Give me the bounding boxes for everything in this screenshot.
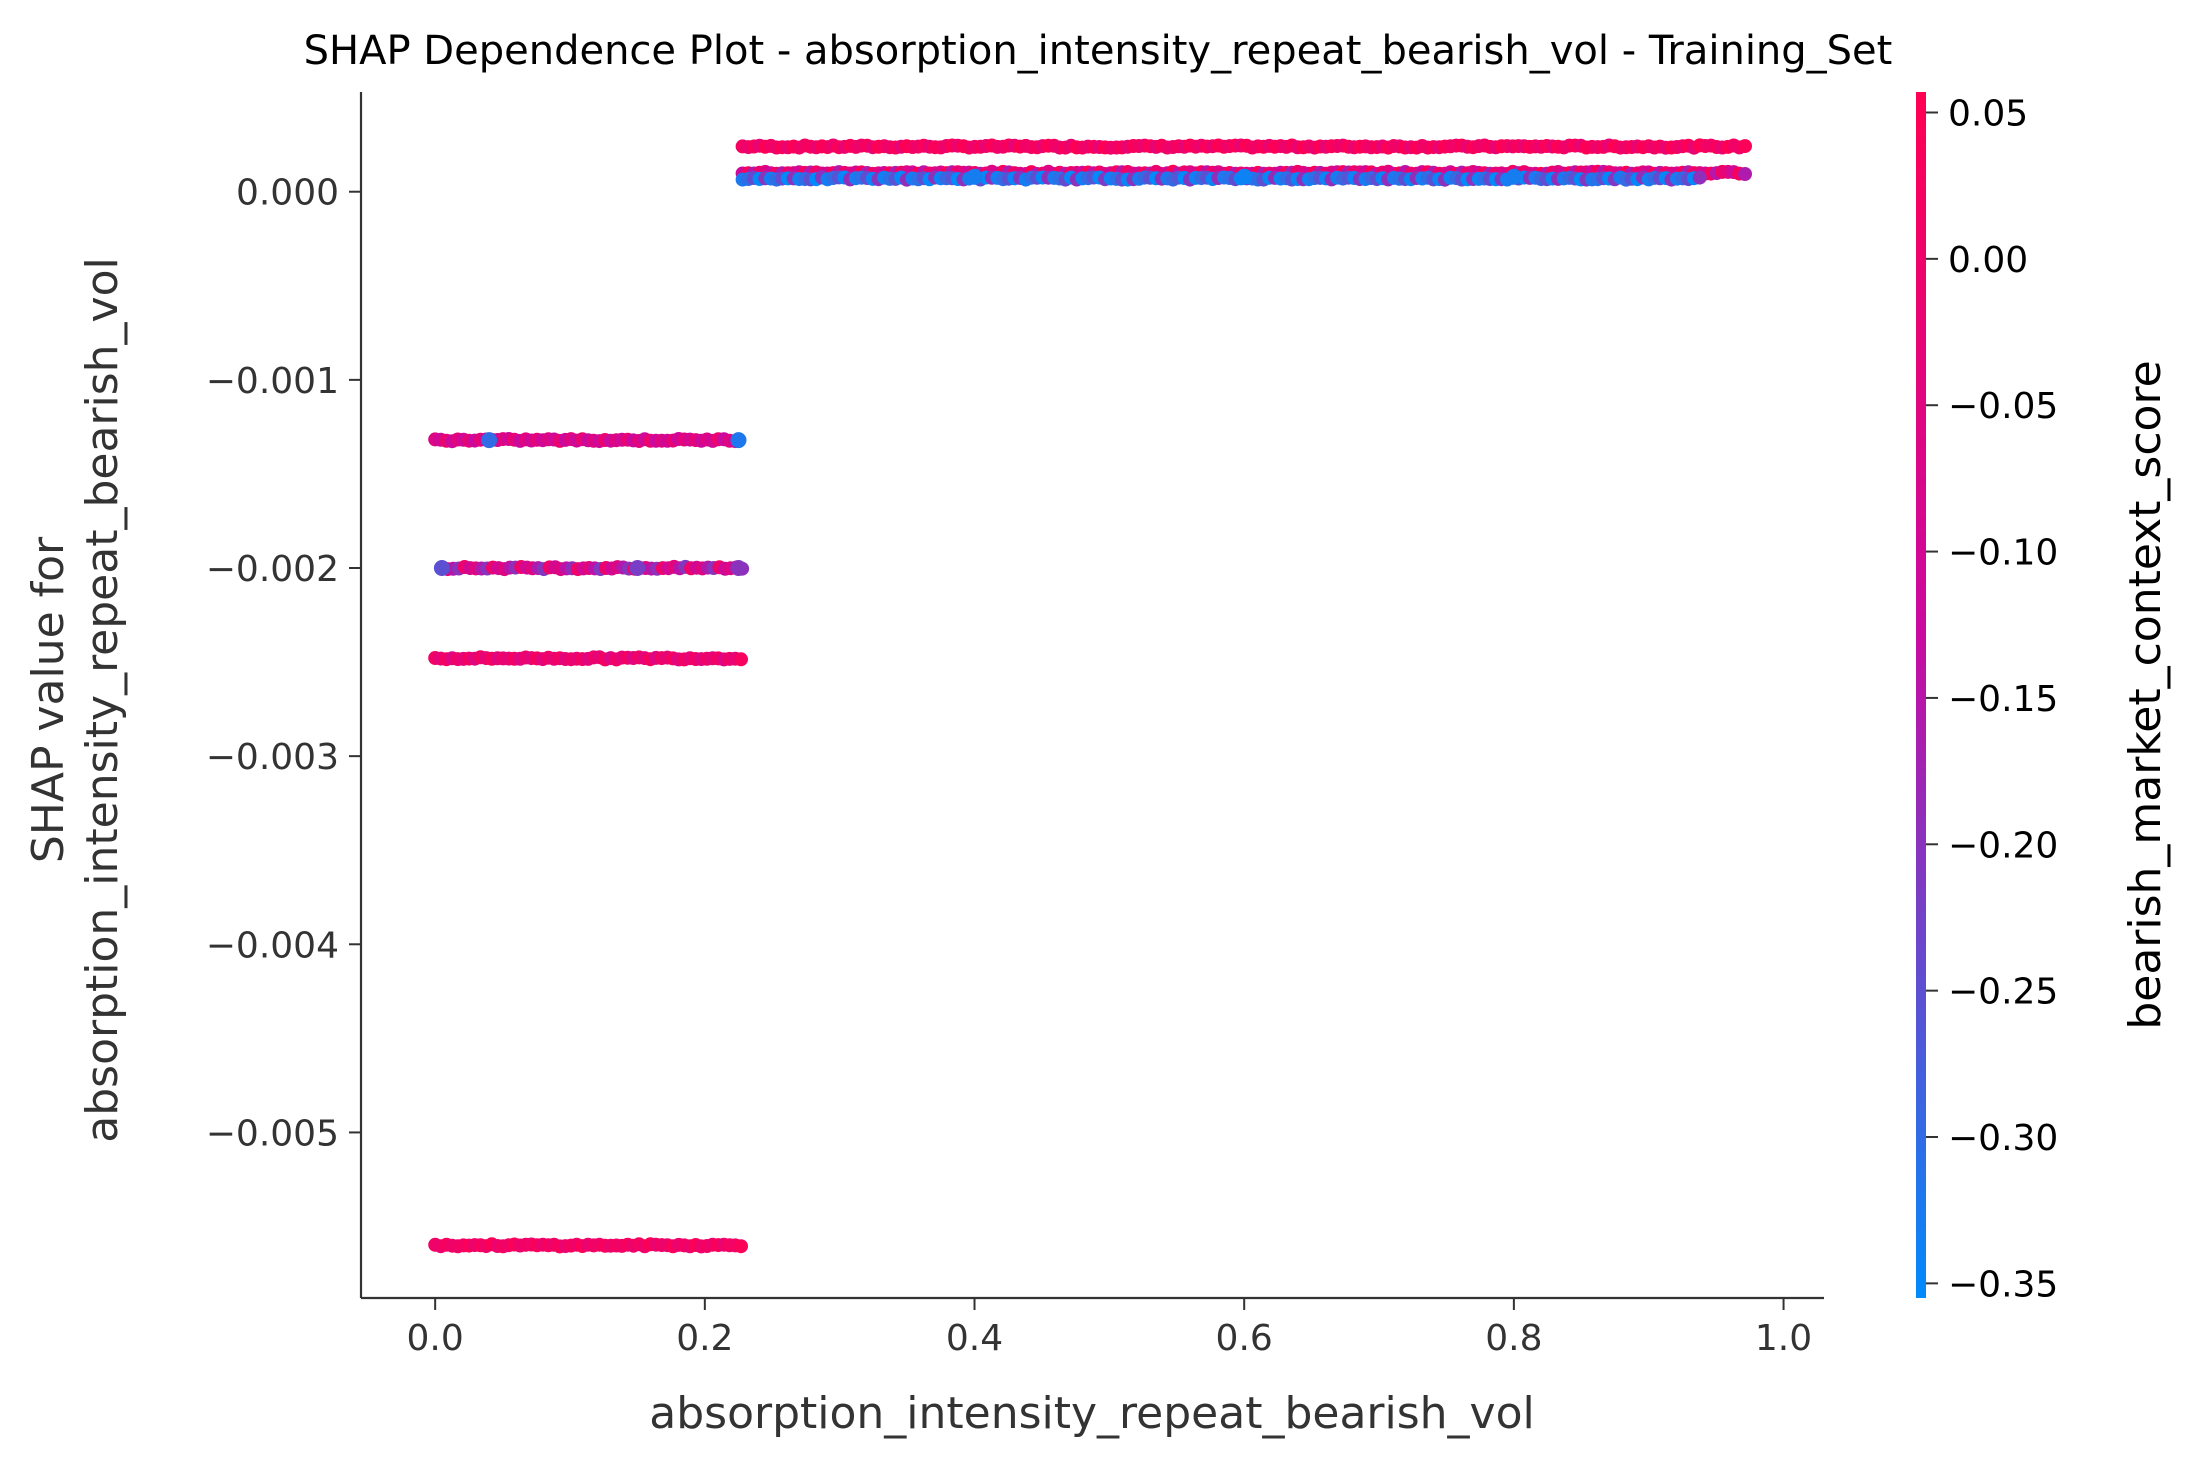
data-point (1505, 168, 1522, 185)
x-tick-label: 0.0 (407, 1318, 464, 1359)
y-tick-label: 0.000 (236, 173, 339, 214)
y-tick-label: −0.004 (206, 925, 339, 966)
colorbar-tick-label: −0.20 (1948, 825, 2058, 866)
data-point (734, 652, 748, 667)
colorbar-ticks: 0.05 0.00 −0.05 −0.10 −0.15 −0.20 −0.25 −0.30 −0… (1926, 93, 2058, 1305)
y-tick-label: −0.005 (206, 1113, 339, 1154)
data-point (1236, 168, 1253, 185)
x-tick-label: 0.8 (1485, 1318, 1542, 1359)
y-tick-label: −0.003 (206, 737, 339, 778)
colorbar-tick-label: −0.15 (1948, 679, 2058, 720)
y-axis-label-line-2: absorption_intensity_repeat_bearish_vol (77, 257, 128, 1142)
x-axis-label: absorption_intensity_repeat_bearish_vol (649, 1388, 1534, 1439)
y-tick-label: −0.001 (206, 361, 339, 402)
data-point (481, 432, 498, 449)
colorbar-tick-label: 0.05 (1948, 93, 2028, 134)
data-point (1738, 139, 1752, 154)
data-point (734, 1239, 748, 1254)
colorbar-tick-label: −0.05 (1948, 386, 2058, 427)
colorbar (1916, 92, 1926, 1298)
y-tick-label: −0.002 (206, 549, 339, 590)
data-point (730, 560, 747, 576)
y-axis-label: SHAP value for absorption_intensity_repe… (23, 257, 128, 1142)
chart-title: SHAP Dependence Plot - absorption_intens… (304, 28, 1893, 74)
scatter-points (428, 138, 1752, 1254)
data-point (1738, 167, 1752, 181)
x-tick-label: 0.6 (1216, 1318, 1273, 1359)
colorbar-tick-label: −0.30 (1948, 1118, 2058, 1159)
data-point (1692, 170, 1707, 185)
y-axis-ticks: 0.000 −0.001 −0.002 −0.003 −0.004 −0.005 (206, 173, 361, 1154)
y-axis-label-line-1: SHAP value for (23, 536, 74, 863)
colorbar-tick-label: 0.00 (1948, 240, 2028, 281)
data-point (730, 432, 747, 449)
colorbar-tick-label: −0.25 (1948, 972, 2058, 1013)
x-axis-ticks: 0.0 0.2 0.4 0.6 0.8 1.0 (407, 1298, 1812, 1359)
colorbar-tick-label: −0.35 (1948, 1264, 2058, 1305)
data-point (629, 560, 646, 576)
data-point (433, 560, 450, 576)
x-tick-label: 0.2 (676, 1318, 733, 1359)
colorbar-tick-label: −0.10 (1948, 533, 2058, 574)
colorbar-label: bearish_market_context_score (2120, 360, 2171, 1029)
x-tick-label: 1.0 (1755, 1318, 1812, 1359)
data-point (966, 168, 983, 185)
x-tick-label: 0.4 (946, 1318, 1003, 1359)
